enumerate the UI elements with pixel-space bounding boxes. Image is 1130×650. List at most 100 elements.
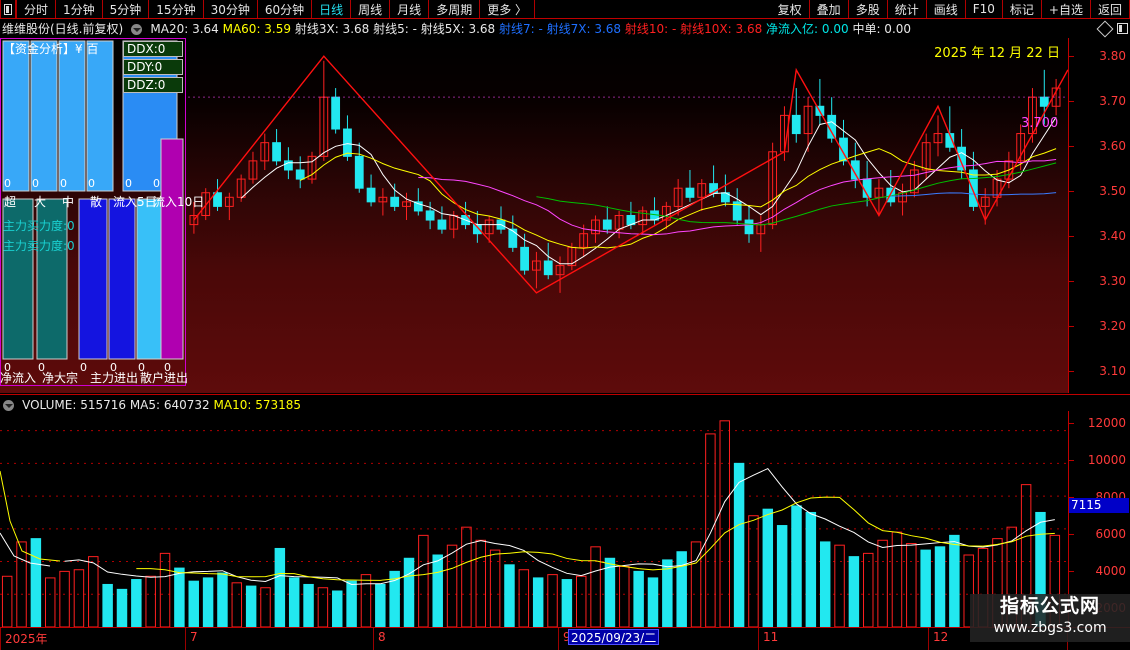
fund-bar-value: 0 xyxy=(88,177,95,190)
date-tick-label: 9 xyxy=(563,630,571,644)
date-cursor-label: 2025/09/23/二 xyxy=(568,629,660,645)
price-tick-label: 3.30 xyxy=(1099,274,1126,288)
period-button-60分钟[interactable]: 60分钟 xyxy=(258,0,313,18)
current-date-label: 2025 年 12 月 22 日 xyxy=(934,46,1060,61)
volume-chart[interactable] xyxy=(0,411,1068,627)
volume-tick-mark xyxy=(1069,423,1074,424)
tool-button-多股[interactable]: 多股 xyxy=(849,0,888,18)
period-button-分时[interactable]: 分时 xyxy=(16,0,57,18)
fund-bar-value: 0 xyxy=(4,177,11,190)
period-button-更多 〉[interactable]: 更多 〉 xyxy=(480,0,536,18)
fund-bar-value: 0 xyxy=(32,177,39,190)
fund-bar-value: 0 xyxy=(138,361,145,374)
indicator-射线5: 射线5: - xyxy=(373,22,421,36)
date-tick-label: 8 xyxy=(378,630,386,644)
tool-button-复权[interactable]: 复权 xyxy=(771,0,810,18)
price-tick-label: 3.60 xyxy=(1099,139,1126,153)
main-sell-force-label: 主力卖力度:0 xyxy=(3,239,75,253)
volume-tick-label: 12000 xyxy=(1087,416,1126,430)
indicator-射线3X: 射线3X: 3.68 xyxy=(294,22,374,36)
tool-button-叠加[interactable]: 叠加 xyxy=(810,0,849,18)
period-button-周线[interactable]: 周线 xyxy=(351,0,391,18)
indicator-射线7X: 射线7X: 3.68 xyxy=(546,22,625,36)
price-tick-mark xyxy=(1069,101,1074,102)
fund-footer-label: 净流入 xyxy=(0,371,37,385)
fund-bar-value: 0 xyxy=(110,361,117,374)
fund-group-label: 大 xyxy=(34,195,47,209)
period-button-5分钟[interactable]: 5分钟 xyxy=(103,0,150,18)
fund-analysis-panel[interactable]: 【资金分析】¥ 百 DDX:0 DDY:0 DDZ:0 主力买力度:0 主力卖力… xyxy=(0,38,204,386)
price-tick-label: 3.10 xyxy=(1099,364,1126,378)
fund-panel-footer: 净流入 净大宗 主力进出 散户进出 xyxy=(0,369,190,387)
indicator-MA20: MA20: 3.64 xyxy=(150,22,223,36)
fund-group-label: 中 xyxy=(62,195,75,209)
price-tick-mark xyxy=(1069,56,1074,57)
date-separator xyxy=(758,628,759,650)
indicator-射线7: 射线7: - xyxy=(498,22,547,36)
fund-bar-value: 0 xyxy=(164,361,171,374)
tool-button-统计[interactable]: 统计 xyxy=(888,0,927,18)
indicator-中单: 中单: 0.00 xyxy=(852,22,912,36)
tool-button-返回[interactable]: 返回 xyxy=(1091,0,1130,18)
ddx-box: DDX:0 xyxy=(123,41,183,57)
fund-bar-value: 0 xyxy=(4,361,11,374)
price-tick-mark xyxy=(1069,371,1074,372)
date-separator xyxy=(558,628,559,650)
date-tick-label: 12 xyxy=(933,630,949,644)
date-separator xyxy=(185,628,186,650)
ddy-box: DDY:0 xyxy=(123,59,183,75)
date-tick-label: 7 xyxy=(190,630,198,644)
period-button-多周期[interactable]: 多周期 xyxy=(429,0,481,18)
period-button-1分钟[interactable]: 1分钟 xyxy=(56,0,103,18)
tool-button-标记[interactable]: 标记 xyxy=(1003,0,1042,18)
fund-bar-value: 0 xyxy=(80,361,87,374)
volume-tick-mark xyxy=(1069,497,1074,498)
date-separator xyxy=(0,628,1,650)
stock-title[interactable]: 维维股份(日线.前复权) xyxy=(2,22,124,36)
period-button-月线[interactable]: 月线 xyxy=(390,0,430,18)
volume-info-bar: VOLUME: 515716 MA5: 640732 MA10: 573185 xyxy=(0,394,1130,412)
period-button-group: 分时 1分钟 5分钟 15分钟 30分钟 60分钟 日线 周线 月线 多周期 更多 〉 xyxy=(0,0,536,18)
volume-tick-label: 10000 xyxy=(1087,453,1126,467)
watermark-url: www.zbgs3.com xyxy=(993,620,1107,636)
volume-tick-label: 4000 xyxy=(1095,564,1126,578)
tool-button-+自选[interactable]: +自选 xyxy=(1042,0,1091,18)
panel-toggle-icon[interactable] xyxy=(0,0,16,18)
period-button-15分钟[interactable]: 15分钟 xyxy=(149,0,204,18)
period-toolbar: 分时 1分钟 5分钟 15分钟 30分钟 60分钟 日线 周线 月线 多周期 更多 〉 复权 叠加 多股… xyxy=(0,0,1130,19)
main-buy-force-label: 主力买力度:0 xyxy=(3,219,75,233)
watermark: 指标公式网 www.zbgs3.com xyxy=(970,594,1130,642)
volume-collapse-icon[interactable] xyxy=(3,400,14,411)
fund-panel-title: 【资金分析】¥ 百 xyxy=(3,42,99,56)
panel-toggle-icon-right[interactable] xyxy=(1117,23,1128,34)
volume-cursor-tag: 7115 xyxy=(1069,498,1129,513)
fund-footer-label: 散户进出 xyxy=(140,371,189,385)
indicator-射线5X: 射线5X: 3.68 xyxy=(420,22,499,36)
tool-button-F10[interactable]: F10 xyxy=(966,0,1003,18)
chevron-down-icon[interactable] xyxy=(131,24,143,35)
period-button-30分钟[interactable]: 30分钟 xyxy=(204,0,258,18)
price-tick-label: 3.20 xyxy=(1099,319,1126,333)
price-tick-label: 3.40 xyxy=(1099,229,1126,243)
volume-tick-mark xyxy=(1069,534,1074,535)
date-separator xyxy=(928,628,929,650)
period-button-日线[interactable]: 日线 xyxy=(312,0,352,18)
fund-bar-value: 0 xyxy=(38,361,45,374)
tool-button-画线[interactable]: 画线 xyxy=(927,0,966,18)
fund-footer-label: 净大宗 xyxy=(42,371,79,385)
date-axis: 2025年 7 8 9 11 12 2025/09/23/二 xyxy=(0,627,1130,650)
price-tick-mark xyxy=(1069,326,1074,327)
price-axis: 3.80 3.70 3.60 3.50 3.40 3.30 3.20 3.10 3.700 xyxy=(1021,38,1130,393)
volume-VOLUME: VOLUME: 515716 xyxy=(22,398,130,412)
tool-button-group: 复权 叠加 多股 统计 画线 F10 标记 +自选 返回 xyxy=(771,0,1130,18)
price-tick-label: 3.70 xyxy=(1099,94,1126,108)
date-tick-label: 2025年 xyxy=(5,632,48,646)
indicator-射线10: 射线10: - xyxy=(624,22,681,36)
fund-bar-value: 0 xyxy=(60,177,67,190)
indicator-净流入亿: 净流入亿: 0.00 xyxy=(766,22,853,36)
indicator-MA60: MA60: 3.59 xyxy=(222,22,295,36)
indicator-射线10X: 射线10X: 3.68 xyxy=(680,22,767,36)
diamond-icon[interactable] xyxy=(1096,20,1114,37)
fund-group-label: 流入10日 xyxy=(153,195,205,209)
volume-tick-mark xyxy=(1069,571,1074,572)
